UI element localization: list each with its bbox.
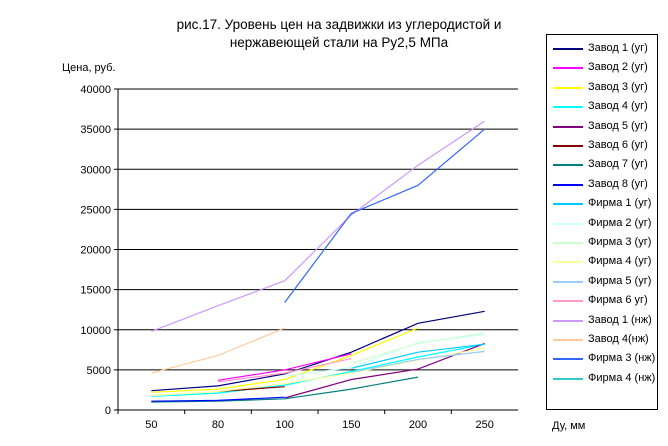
legend-label: Фирма 5 (уг)	[588, 274, 652, 287]
legend-swatch	[553, 300, 583, 303]
x-tick-label: 80	[212, 419, 224, 431]
legend-label: Фирма 1 (уг)	[588, 197, 652, 210]
legend-item: Фирма 4 (уг)	[547, 252, 657, 272]
legend-item: Завод 3 (уг)	[547, 78, 657, 98]
legend-item: Фирма 1 (уг)	[547, 194, 657, 214]
x-tick-label: 100	[275, 419, 293, 431]
legend-label: Фирма 3 (уг)	[588, 236, 652, 248]
legend-item: Завод 6 (уг)	[547, 136, 657, 156]
series-line	[284, 342, 485, 399]
legend-item: Завод 4 (уг)	[547, 97, 657, 117]
legend-label: Завод 5 (уг)	[588, 119, 648, 132]
legend-item: Фирма 3 (уг)	[547, 233, 657, 253]
series-line	[351, 350, 485, 373]
legend-item: Завод 7 (уг)	[547, 155, 657, 175]
legend-swatch	[553, 358, 583, 361]
series-line	[151, 327, 285, 374]
y-tick-labels: 0 5000 10000 15000 20000 25000 30000 35000 40000	[80, 84, 111, 417]
legend-item: Фирма 5 (уг)	[547, 272, 657, 292]
legend-label: Завод 1 (уг)	[588, 42, 648, 54]
legend-swatch	[553, 377, 583, 380]
legend-label: Фирма 6 уг)	[588, 294, 648, 307]
legend-item: Фирма 6 уг)	[547, 291, 657, 311]
x-tick-label: 150	[342, 419, 360, 431]
series-line	[217, 358, 352, 383]
y-tick-label: 40000	[80, 84, 111, 96]
legend-item: Фирма 3 (нж)	[547, 349, 657, 369]
series-line	[151, 396, 285, 402]
x-tick-label: 250	[475, 419, 493, 431]
y-tick-label: 35000	[80, 124, 111, 136]
legend-label: Завод 2 (уг)	[588, 61, 648, 74]
legend-swatch	[553, 125, 583, 128]
series-line	[151, 376, 419, 403]
legend-swatch	[553, 203, 583, 206]
legend-swatch	[553, 48, 583, 50]
x-tick-labels: 50 80 100 150 200 250	[145, 419, 494, 431]
gridlines	[114, 88, 518, 414]
legend-swatch	[553, 164, 583, 167]
legend-label: Фирма 4 (нж)	[588, 371, 656, 384]
legend-item: Завод 1 (нж)	[547, 311, 657, 331]
series-line	[284, 128, 486, 303]
legend-swatch	[553, 280, 583, 283]
legend-label: Завод 6 (уг)	[588, 139, 648, 151]
x-axis-label: Ду, мм	[552, 420, 586, 432]
y-axis-label: Цена, руб.	[62, 62, 116, 74]
legend-label: Фирма 3 (нж)	[588, 352, 656, 365]
legend-label: Фирма 2 (уг)	[588, 216, 652, 229]
legend-label: Завод 4 (уг)	[588, 100, 648, 113]
legend-swatch	[553, 183, 583, 186]
legend-item: Завод 1 (уг)	[547, 39, 657, 59]
legend-item: Завод 8 (уг)	[547, 175, 657, 195]
legend-swatch	[553, 261, 583, 264]
x-tick-label: 200	[409, 419, 427, 431]
series-line	[151, 310, 485, 392]
legend: Завод 1 (уг) Завод 2 (уг) Завод 3 (уг) Заво…	[546, 34, 658, 410]
y-tick-label: 15000	[80, 285, 111, 297]
legend-label: Завод 4(нж)	[588, 333, 649, 345]
legend-item: Завод 4(нж)	[547, 330, 657, 350]
series-line	[151, 120, 486, 332]
legend-swatch	[553, 86, 583, 89]
series-lines	[151, 120, 486, 403]
legend-swatch	[553, 106, 583, 109]
legend-label: Завод 1 (нж)	[588, 313, 652, 326]
legend-label: Завод 3 (уг)	[588, 80, 648, 93]
legend-item: Фирма 4 (нж)	[547, 369, 657, 389]
legend-swatch	[553, 222, 583, 225]
legend-swatch	[553, 319, 583, 322]
legend-item: Фирма 2 (уг)	[547, 214, 657, 234]
series-line	[217, 353, 352, 381]
legend-item: Завод 5 (уг)	[547, 117, 657, 137]
series-line	[351, 343, 485, 369]
legend-swatch	[553, 145, 583, 147]
legend-swatch	[553, 67, 583, 70]
series-line	[151, 327, 419, 393]
y-tick-label: 30000	[80, 164, 111, 176]
legend-label: Фирма 4 (уг)	[588, 255, 652, 268]
chart-title-line-2: нержавеющей стали на Ру2,5 МПа	[229, 35, 449, 50]
y-tick-label: 5000	[87, 365, 111, 377]
x-tick-label: 50	[145, 419, 157, 431]
series-line	[351, 332, 485, 365]
y-tick-label: 20000	[80, 245, 111, 257]
legend-swatch	[553, 339, 583, 341]
legend-label: Завод 8 (уг)	[588, 177, 648, 190]
legend-item: Завод 2 (уг)	[547, 58, 657, 78]
legend-swatch	[553, 242, 583, 244]
chart-title-line-1: рис.17. Уровень цен на задвижки из углер…	[176, 17, 502, 32]
y-tick-label: 25000	[80, 204, 111, 216]
y-tick-label: 0	[105, 405, 111, 417]
y-tick-label: 10000	[80, 325, 111, 337]
legend-label: Завод 7 (уг)	[588, 158, 648, 171]
